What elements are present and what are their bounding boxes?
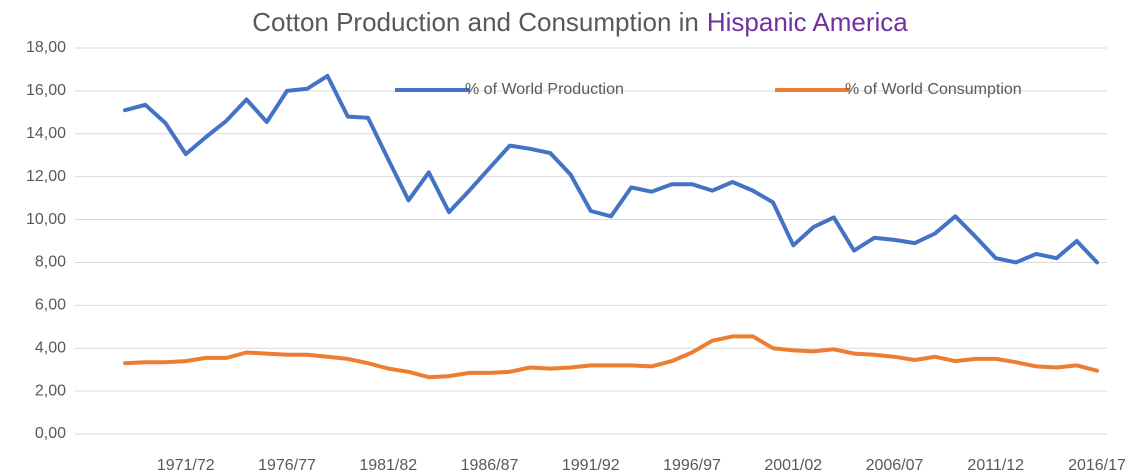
y-tick-label: 4,00 (35, 339, 66, 356)
x-tick-label: 1981/82 (359, 457, 417, 474)
y-tick-label: 10,00 (26, 211, 66, 228)
y-tick-label: 12,00 (26, 168, 66, 185)
chart-title: Cotton Production and Consumption in Hisp… (252, 7, 908, 37)
x-tick-label: 2006/07 (866, 457, 924, 474)
y-tick-label: 16,00 (26, 82, 66, 99)
title-part: Hispanic America (707, 7, 908, 37)
y-tick-label: 6,00 (35, 297, 66, 314)
y-tick-label: 18,00 (26, 39, 66, 56)
y-tick-label: 14,00 (26, 125, 66, 142)
x-tick-label: 1986/87 (461, 457, 519, 474)
x-tick-label: 1976/77 (258, 457, 316, 474)
y-tick-label: 0,00 (35, 425, 66, 442)
x-tick-label: 2001/02 (764, 457, 822, 474)
title-part: Cotton Production and Consumption in (252, 7, 699, 37)
legend-label: % of World Production (465, 81, 624, 98)
x-tick-label: 2016/17 (1068, 457, 1126, 474)
y-tick-label: 2,00 (35, 382, 66, 399)
series-line (123, 73, 1099, 265)
series-line (123, 334, 1099, 380)
x-tick-label: 1996/97 (663, 457, 721, 474)
y-tick-label: 8,00 (35, 254, 66, 271)
legend-label: % of World Consumption (845, 81, 1022, 98)
x-tick-label: 1971/72 (157, 457, 215, 474)
x-tick-label: 2011/12 (967, 457, 1024, 474)
x-tick-label: 1991/92 (562, 457, 620, 474)
